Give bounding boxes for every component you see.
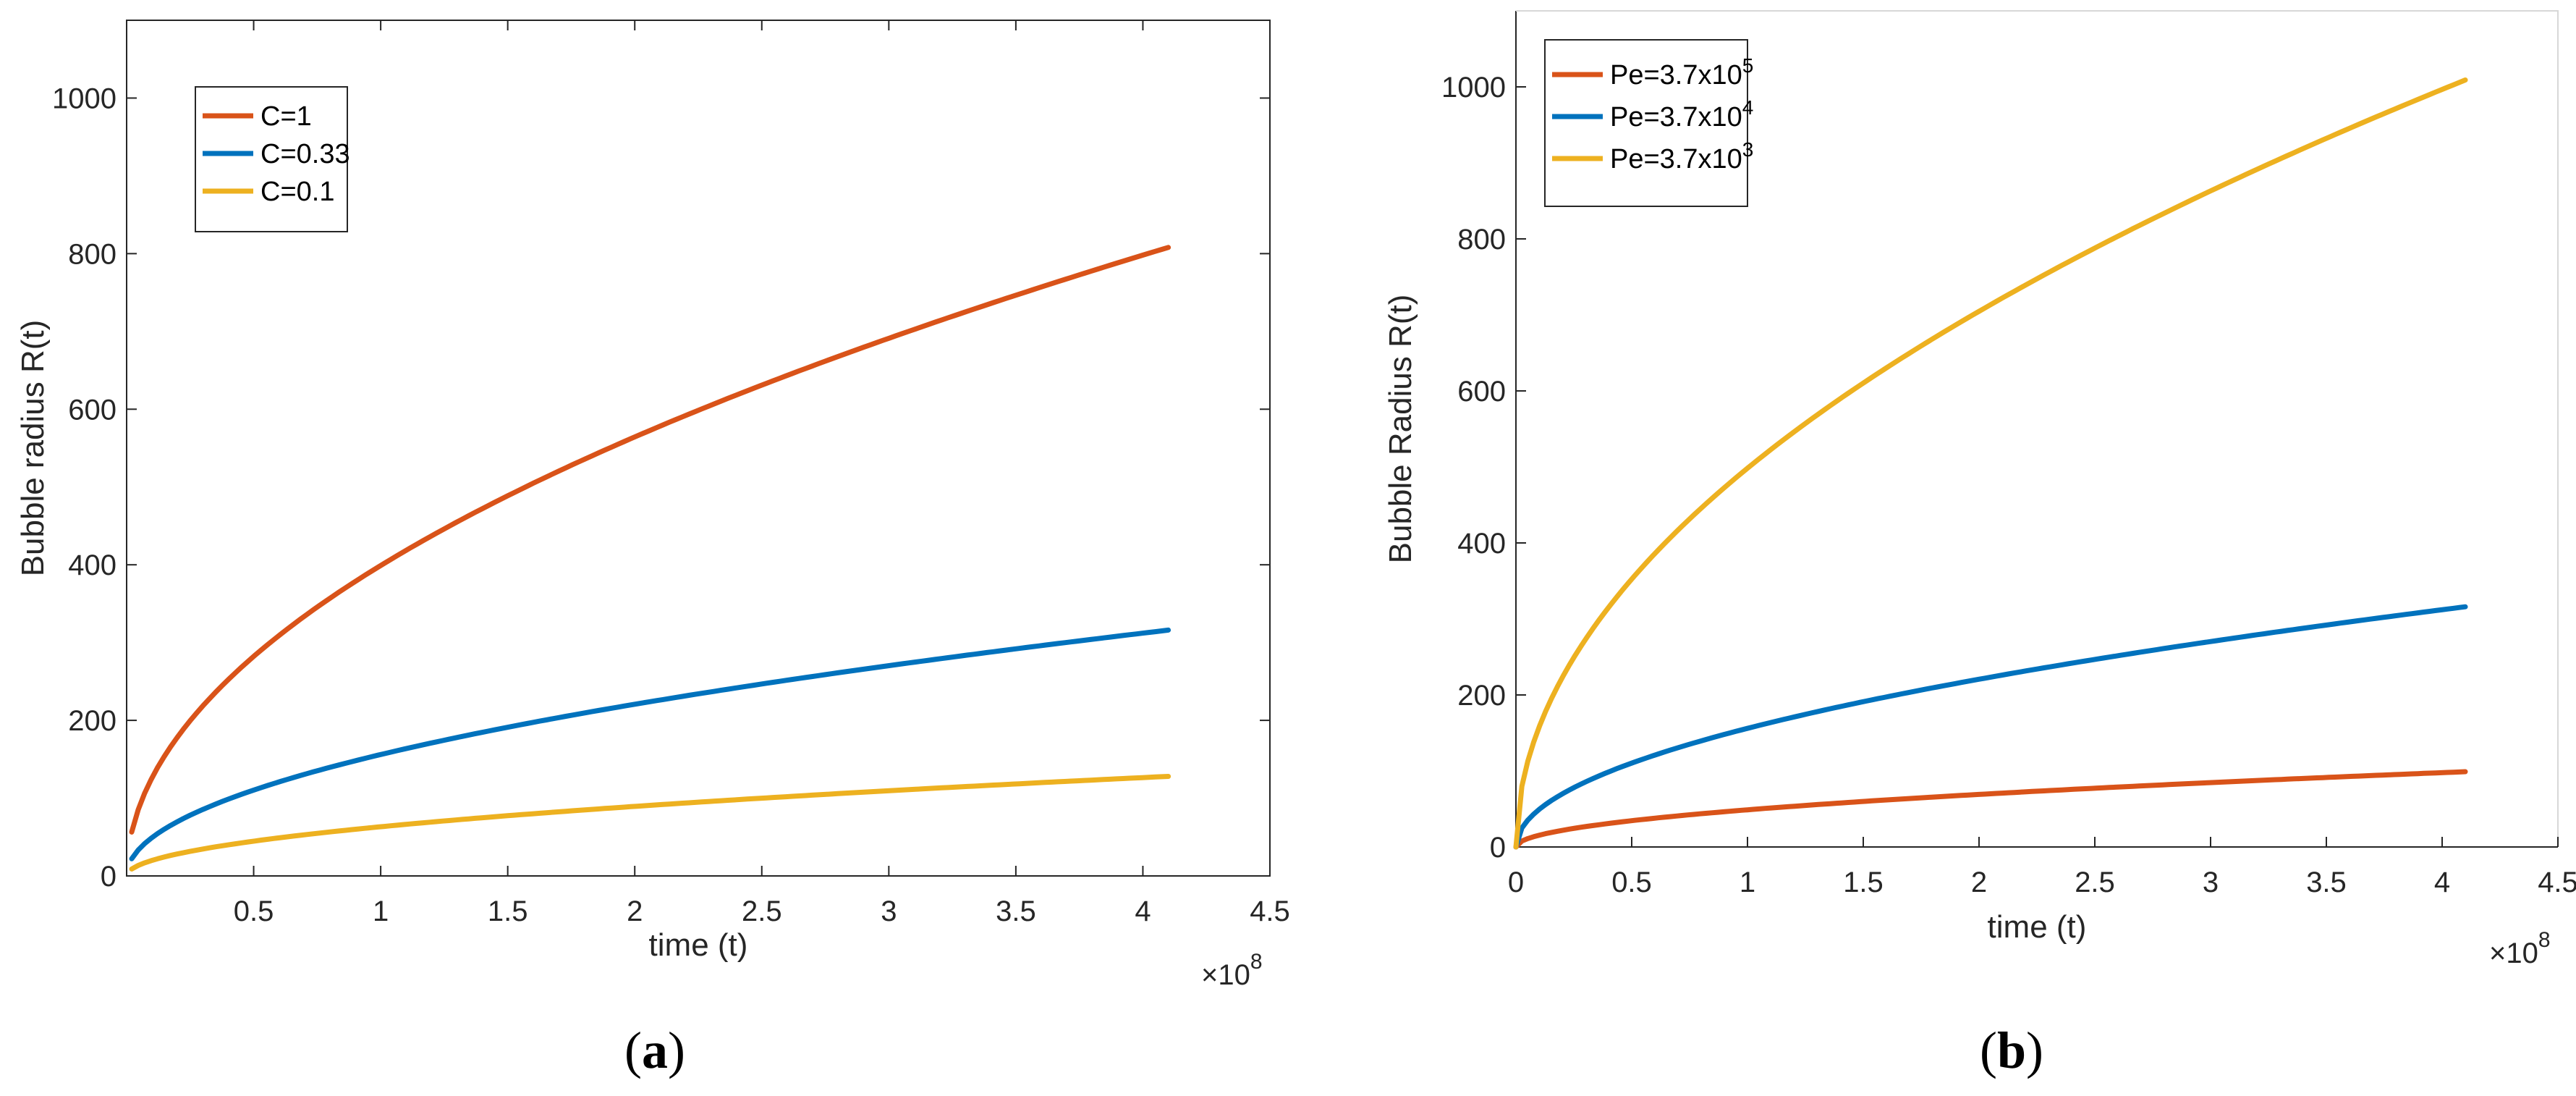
y-tick-label: 600 — [68, 394, 116, 426]
legend-label-1: C=1 — [260, 101, 312, 132]
y-tick-label: 200 — [68, 705, 116, 737]
x-tick-label: 4 — [2434, 867, 2450, 898]
x-tick-label: 2.5 — [742, 895, 782, 927]
y-tick-label: 400 — [68, 549, 116, 581]
x-tick-label: 2 — [1971, 867, 1987, 898]
legend-label-2: C=0.33 — [260, 139, 350, 169]
y-tick-label: 1000 — [1441, 72, 1506, 104]
series-line-3 — [1513, 77, 2468, 850]
x-tick-label: 1.5 — [1843, 867, 1884, 898]
y-tick-label: 0 — [1490, 832, 1506, 864]
y-tick-label: 1000 — [52, 83, 116, 114]
y-tick-label: 0 — [101, 861, 116, 893]
x-tick-label: 1.5 — [488, 895, 528, 927]
axes-box — [126, 20, 1271, 877]
legend-box — [1544, 39, 1748, 207]
legend-label-2: Pe=3.7x104 — [1610, 96, 1753, 132]
x-tick-label: 2.5 — [2075, 867, 2115, 898]
series-line-3 — [129, 774, 1172, 872]
series-line-2 — [129, 627, 1172, 861]
legend-label-1: Pe=3.7x105 — [1610, 54, 1753, 90]
y-tick-label: 800 — [68, 238, 116, 270]
panel-label: (a) — [624, 1021, 685, 1079]
x-tick-label: 1 — [1740, 867, 1755, 898]
panel-a-chart: 0.5 1 1.5 2 2.5 3 3.5 4 4.5 0 200 400 600 800 1000 time… — [15, 20, 1290, 1079]
panel-b-chart: 0 0.5 1 1.5 2 2.5 3 3.5 4 4.5 0 200 400 600 800 1000 tim… — [1383, 10, 2576, 1079]
series-line-1 — [129, 245, 1172, 835]
x-axis-multiplier: ×108 — [2489, 928, 2551, 969]
x-tick-label: 1 — [373, 895, 389, 927]
y-tick-label: 800 — [1457, 224, 1506, 256]
y-tick-label: 400 — [1457, 528, 1506, 560]
x-tick-label: 4.5 — [2538, 867, 2576, 898]
x-tick-label: 4.5 — [1250, 895, 1290, 927]
x-tick-label: 0.5 — [234, 895, 274, 927]
x-tick-label: 0.5 — [1611, 867, 1652, 898]
axes-box-light — [1516, 10, 2559, 847]
y-axis-label: Bubble Radius R(t) — [1383, 295, 1418, 564]
x-tick-label: 3.5 — [2306, 867, 2347, 898]
y-tick-label: 600 — [1457, 376, 1506, 408]
series-line-1 — [1513, 769, 2468, 850]
x-tick-label: 3 — [2203, 867, 2219, 898]
y-tick-label: 200 — [1457, 680, 1506, 712]
x-tick-label: 3.5 — [996, 895, 1036, 927]
series-line-2 — [1513, 604, 2468, 850]
panel-label: (b) — [1980, 1021, 2043, 1079]
legend-label-3: Pe=3.7x103 — [1610, 138, 1753, 174]
x-tick-label: 4 — [1135, 895, 1151, 927]
x-tick-label: 2 — [627, 895, 643, 927]
x-tick-label: 3 — [881, 895, 897, 927]
x-axis-multiplier: ×108 — [1201, 950, 1263, 991]
x-axis-label: time (t) — [649, 927, 748, 963]
y-axis-label: Bubble radius R(t) — [15, 320, 51, 577]
x-axis-label: time (t) — [1988, 909, 2087, 945]
legend-label-3: C=0.1 — [260, 177, 334, 207]
x-tick-label: 0 — [1508, 867, 1524, 898]
legend-box — [195, 86, 348, 232]
